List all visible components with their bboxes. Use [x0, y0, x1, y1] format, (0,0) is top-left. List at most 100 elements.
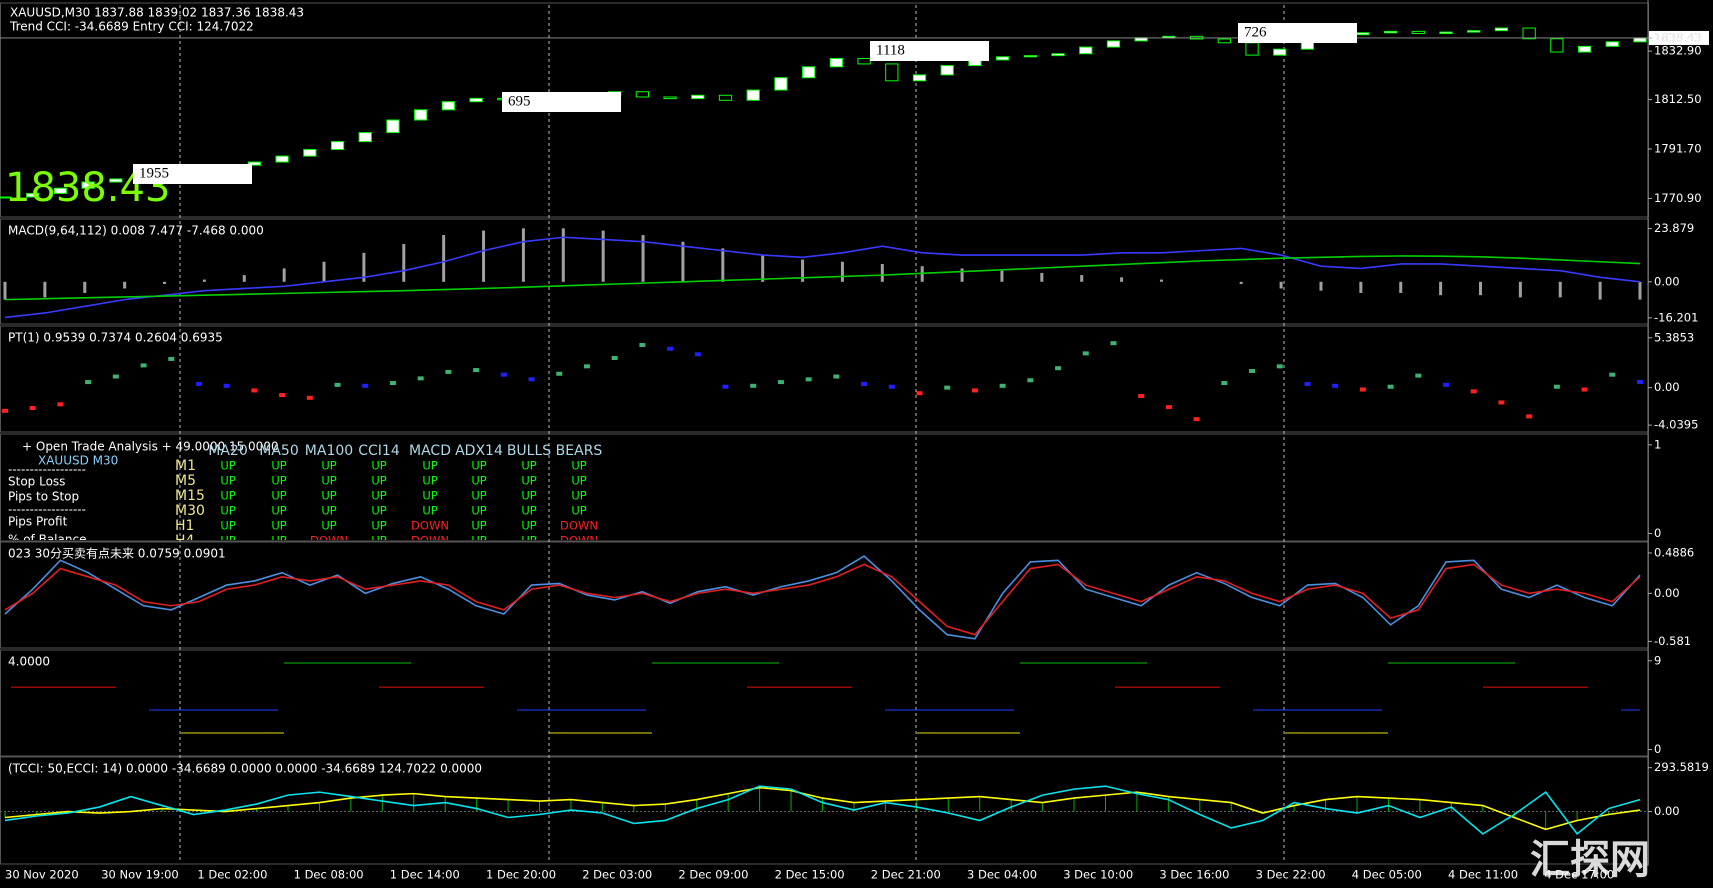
timeframe-label: H4 — [175, 533, 195, 549]
y-tick-label: 0.00 — [1654, 586, 1680, 600]
pt-dot — [722, 384, 729, 389]
status-cell: UP — [321, 459, 336, 473]
histogram-bar — [282, 268, 286, 282]
histogram-bar — [1518, 281, 1522, 298]
status-cell: UP — [271, 534, 286, 548]
pt-dot — [29, 406, 36, 411]
pt-dot — [1027, 378, 1034, 383]
candle — [1217, 38, 1231, 44]
histogram-bar — [83, 281, 87, 293]
status-cell: UP — [220, 504, 235, 518]
status-cell: UP — [271, 459, 286, 473]
histogram-bar — [1279, 281, 1283, 289]
pt-dot — [500, 372, 507, 377]
candle — [774, 77, 788, 91]
pt-dot — [639, 343, 646, 348]
status-cell: UP — [371, 459, 386, 473]
status-cell: UP — [371, 519, 386, 533]
x-tick-label: 1 Dec 08:00 — [294, 868, 364, 882]
side-label: Pips Profit — [8, 515, 68, 529]
status-cell: UP — [371, 489, 386, 503]
pt-dot — [1193, 417, 1200, 422]
pane-label: PT(1) 0.9539 0.7374 0.2604 0.6935 — [8, 331, 223, 345]
pt-dot — [306, 395, 313, 400]
column-header: ADX14 — [455, 443, 503, 459]
pt-dot — [888, 384, 895, 389]
candle — [746, 89, 760, 101]
x-tick-label: 1 Dec 02:00 — [197, 868, 267, 882]
pt-dot — [251, 388, 258, 393]
x-tick-label: 3 Dec 22:00 — [1256, 868, 1326, 882]
histogram-bar — [242, 275, 246, 282]
y-tick-label: 5.3853 — [1654, 330, 1694, 344]
histogram-bar — [1080, 275, 1084, 282]
x-tick-label: 4 Dec 05:00 — [1352, 868, 1422, 882]
table-dashes: ------------------ — [8, 503, 86, 517]
pt-dot — [1082, 351, 1089, 356]
pane-label: (TCCI: 50,ECCI: 14) 0.0000 -34.6689 0.00… — [8, 762, 482, 776]
y-tick-label: 1812.50 — [1654, 92, 1702, 106]
status-cell: UP — [220, 474, 235, 488]
histogram-bar — [362, 252, 366, 282]
y-tick-label: -0.581 — [1654, 634, 1691, 648]
pt-dot — [1138, 393, 1145, 398]
candle — [53, 187, 68, 194]
candle — [386, 119, 400, 134]
pt-dot — [1110, 341, 1117, 346]
table-symbol: XAUUSD M30 — [38, 454, 118, 468]
side-label: % of Balance — [8, 533, 86, 547]
candle — [81, 181, 95, 189]
candle — [358, 132, 372, 143]
pt-dot — [85, 380, 92, 385]
histogram-bar — [1000, 270, 1004, 282]
pt-dot — [833, 374, 840, 379]
status-cell: UP — [422, 474, 437, 488]
status-cell: UP — [571, 459, 586, 473]
histogram-bar — [1040, 272, 1044, 282]
candle — [663, 96, 677, 100]
column-header: MA20 — [208, 443, 247, 459]
status-cell: UP — [521, 504, 536, 518]
histogram-bar — [880, 263, 884, 282]
status-cell: UP — [220, 459, 235, 473]
histogram-bar — [1598, 281, 1602, 300]
timeframe-label: H1 — [175, 518, 194, 534]
column-header: MA50 — [259, 443, 298, 459]
y-tick-label: 1838.43 — [1654, 30, 1702, 44]
pt-dot — [556, 371, 563, 376]
y-tick-label: 0.00 — [1654, 274, 1680, 288]
candle — [1550, 38, 1564, 53]
table-title: + Open Trade Analysis + 49.0000 15.0000 — [22, 440, 279, 454]
candle — [0, 196, 12, 199]
pt-dot — [1498, 400, 1505, 405]
status-cell: UP — [471, 459, 486, 473]
status-cell: UP — [220, 489, 235, 503]
candle — [829, 57, 843, 68]
candle — [247, 161, 262, 166]
pt-dot — [1637, 380, 1643, 385]
y-tick-label: 1770.90 — [1654, 191, 1702, 205]
pt-dot — [916, 391, 923, 396]
y-tick-label: -16.201 — [1654, 310, 1698, 324]
trade-box — [870, 41, 989, 61]
status-cell: UP — [321, 489, 336, 503]
candle — [1411, 30, 1425, 35]
candle — [441, 101, 456, 111]
x-tick-label: 2 Dec 15:00 — [775, 868, 845, 882]
candle — [1522, 27, 1536, 40]
indicator-line — [4, 563, 1641, 636]
candle — [1023, 55, 1037, 58]
histogram-bar — [1558, 281, 1562, 298]
trade-box-label: 1955 — [139, 165, 169, 181]
status-cell: UP — [422, 459, 437, 473]
status-cell: UP — [471, 534, 486, 548]
timeframe-label: M1 — [175, 458, 196, 474]
status-cell: UP — [571, 474, 586, 488]
x-tick-label: 30 Nov 19:00 — [101, 868, 179, 882]
symbol-line: XAUUSD,M30 1837.88 1839.02 1837.36 1838.… — [10, 6, 304, 20]
candle — [857, 57, 871, 65]
status-cell: UP — [422, 489, 437, 503]
y-tick-label: 0.00 — [1654, 804, 1680, 818]
y-tick-label: 0 — [1654, 526, 1661, 540]
pt-dot — [944, 385, 951, 390]
